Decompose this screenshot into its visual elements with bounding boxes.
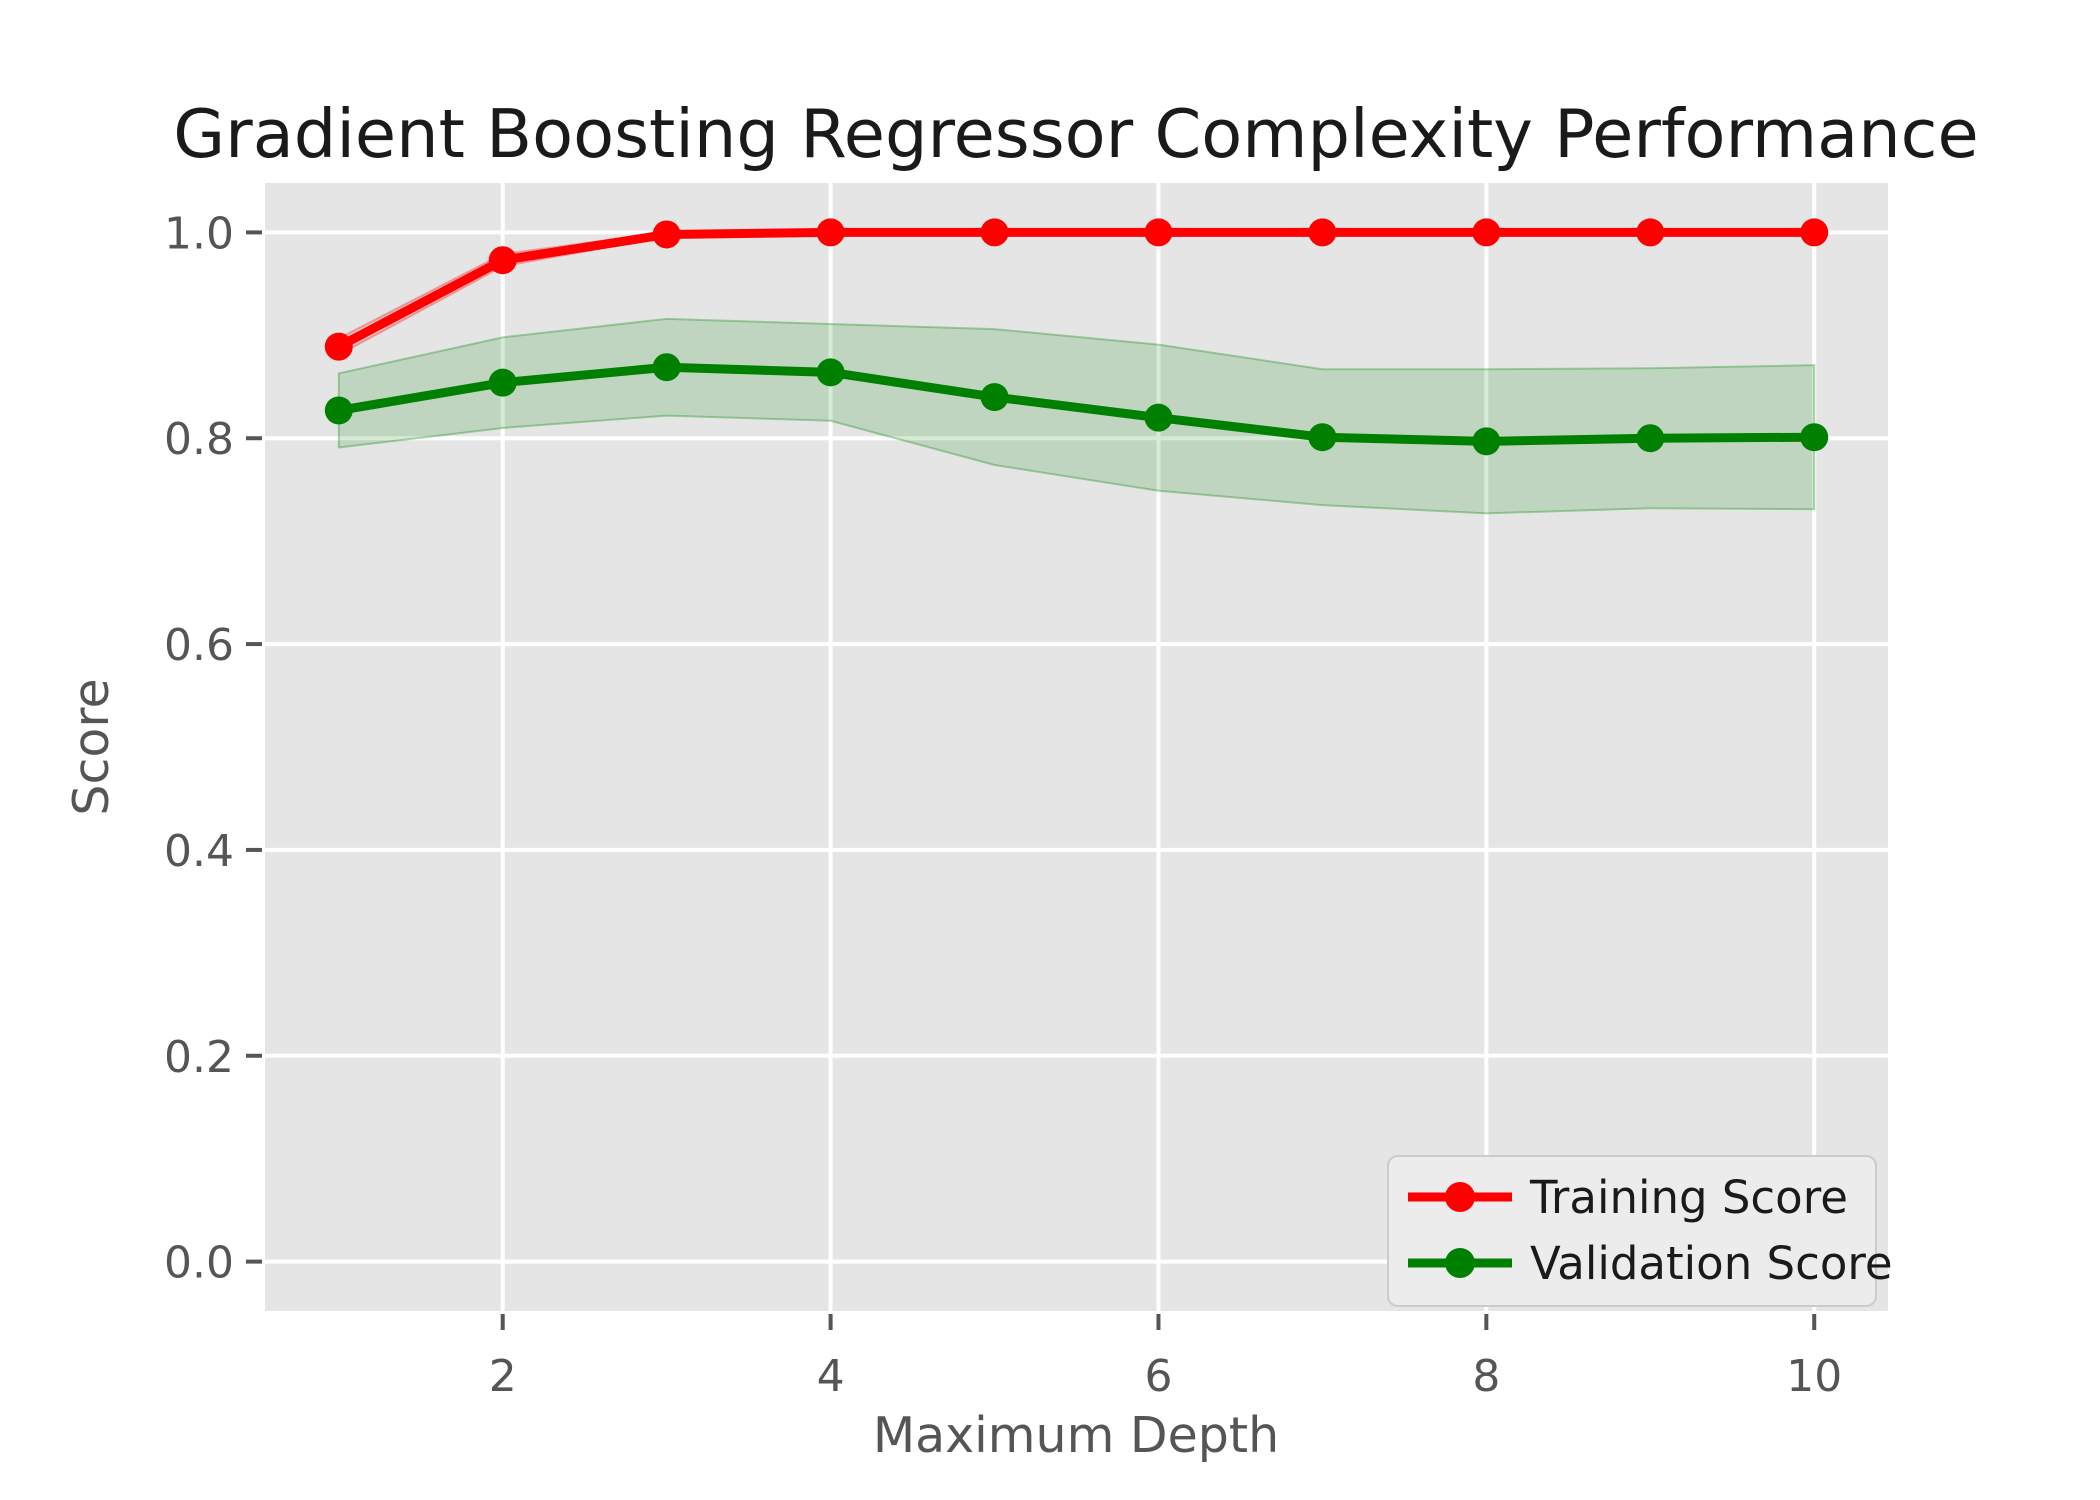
ytick-label-0.2: 0.2 [164, 1032, 234, 1083]
ytick-label-0.4: 0.4 [164, 826, 234, 877]
ytick-label-0.6: 0.6 [164, 620, 234, 671]
validation-score-marker-6 [1144, 403, 1173, 432]
ytick-label-0.0: 0.0 [164, 1238, 234, 1289]
xtick-label-2: 2 [489, 1351, 517, 1402]
training-score-marker-8 [1472, 218, 1501, 247]
validation-score-marker-3 [652, 353, 681, 382]
training-score-marker-2 [488, 246, 517, 275]
training-score-marker-3 [652, 220, 681, 249]
legend-marker-training [1445, 1182, 1475, 1212]
xtick-label-6: 6 [1144, 1351, 1172, 1402]
validation-score-marker-7 [1308, 423, 1337, 452]
validation-score-marker-1 [324, 396, 353, 425]
validation-score-marker-4 [816, 358, 845, 387]
training-score-marker-10 [1800, 218, 1829, 247]
training-score-marker-7 [1308, 218, 1337, 247]
training-score-marker-1 [324, 332, 353, 361]
y-axis-label: Score [63, 678, 120, 815]
validation-score-marker-9 [1636, 424, 1665, 453]
plot-background [265, 183, 1888, 1311]
ytick-label-1.0: 1.0 [164, 208, 234, 259]
validation-score-marker-2 [488, 368, 517, 397]
training-score-line [334, 227, 1819, 352]
validation-score-line [334, 362, 1819, 446]
xtick-label-4: 4 [817, 1351, 845, 1402]
validation-score-marker-8 [1472, 427, 1501, 456]
legend-label-training: Training Score [1529, 1171, 1848, 1224]
training-score-marker-5 [980, 218, 1009, 247]
legend-swatches [1408, 1182, 1512, 1278]
legend-label-validation: Validation Score [1530, 1237, 1893, 1290]
training-score-marker-4 [816, 218, 845, 247]
ytick-label-0.8: 0.8 [164, 414, 234, 465]
plot-layer: 0.0 0.2 0.4 0.6 0.8 1.0 2 4 6 8 10 [164, 183, 1888, 1402]
validation-score-marker-10 [1800, 423, 1829, 452]
chart-title: Gradient Boosting Regressor Complexity P… [173, 95, 1978, 173]
training-score-marker-6 [1144, 218, 1173, 247]
legend: Training Score Validation Score [1387, 1155, 1893, 1307]
xtick-label-10: 10 [1786, 1351, 1842, 1402]
validation-score-marker-5 [980, 383, 1009, 412]
xtick-label-8: 8 [1472, 1351, 1500, 1402]
training-score-marker-9 [1636, 218, 1665, 247]
legend-marker-validation [1445, 1248, 1475, 1278]
x-axis-label: Maximum Depth [873, 1407, 1279, 1464]
